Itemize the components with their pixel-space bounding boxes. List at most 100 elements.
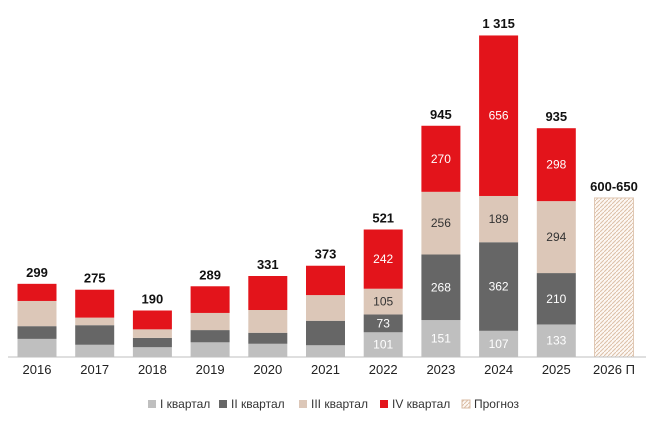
bar-2021-series-3 bbox=[306, 265, 345, 296]
legend-label-0: I квартал bbox=[160, 397, 210, 411]
x-tick-label-2025: 2025 bbox=[542, 362, 571, 377]
legend-label-2: III квартал bbox=[311, 397, 368, 411]
bar-2017-series-0 bbox=[75, 344, 115, 357]
bar-2021-series-2 bbox=[306, 295, 345, 321]
segment-label-2025-series-2: 294 bbox=[546, 230, 566, 244]
bar-2020-series-0 bbox=[248, 343, 288, 357]
bar-2019-series-3 bbox=[190, 286, 230, 313]
bar-2023-series-3 bbox=[421, 125, 461, 192]
bar-2023-series-2 bbox=[421, 191, 461, 255]
bar-2016-series-0 bbox=[17, 338, 57, 357]
bar-2020-series-2 bbox=[248, 310, 288, 333]
bar-2020-series-1 bbox=[248, 332, 288, 344]
segment-label-2025-series-0: 133 bbox=[546, 334, 566, 348]
segment-label-2022-series-1: 73 bbox=[377, 316, 391, 330]
bar-2018-series-1 bbox=[132, 337, 172, 348]
bar-2019-series-0 bbox=[190, 342, 230, 357]
segment-label-2024-series-0: 107 bbox=[489, 337, 509, 351]
legend-swatch-1 bbox=[219, 400, 227, 408]
bar-2019-series-2 bbox=[190, 312, 230, 331]
bar-2025-series-1 bbox=[536, 273, 576, 325]
total-label-2025: 935 bbox=[545, 109, 567, 124]
total-label-2020: 331 bbox=[257, 257, 279, 272]
legend-label-4: Прогноз bbox=[474, 397, 520, 411]
x-tick-label-2023: 2023 bbox=[426, 362, 455, 377]
bar-2017-series-1 bbox=[75, 325, 115, 345]
x-tick-label-2017: 2017 bbox=[80, 362, 109, 377]
bar-2025-series-2 bbox=[536, 201, 576, 274]
legend-item-3: IV квартал bbox=[380, 397, 450, 411]
x-tick-label-2016: 2016 bbox=[23, 362, 52, 377]
legend-swatch-4 bbox=[461, 399, 471, 409]
segment-label-2024-series-2: 189 bbox=[489, 212, 509, 226]
total-label-2021: 373 bbox=[315, 247, 337, 262]
x-tick-label-2021: 2021 bbox=[311, 362, 340, 377]
bar-2017-series-3 bbox=[75, 289, 115, 318]
legend-label-3: IV квартал bbox=[392, 397, 450, 411]
bar-2026-п-series-4 bbox=[594, 197, 634, 358]
x-tick-label-2022: 2022 bbox=[369, 362, 398, 377]
bar-2023-series-1 bbox=[421, 254, 461, 321]
total-label-2016: 299 bbox=[26, 265, 48, 280]
legend: I квартал II квартал III квартал IV квартал… bbox=[148, 397, 520, 411]
labels-layer: 299 275 190 289 331 373 101 73 105 242 521 151 268 25… bbox=[26, 16, 638, 351]
x-tick-label-2018: 2018 bbox=[138, 362, 167, 377]
legend-swatch-2 bbox=[299, 400, 307, 408]
segment-label-2023-series-1: 268 bbox=[431, 280, 451, 294]
x-axis-ticks: 2016 2017 2018 2019 2020 2021 2022 2023 2024 2025… bbox=[23, 362, 635, 377]
segment-label-2025-series-3: 298 bbox=[546, 158, 566, 172]
segment-label-2024-series-3: 656 bbox=[489, 109, 509, 123]
bar-2021-series-0 bbox=[306, 345, 345, 357]
segment-label-2023-series-2: 256 bbox=[431, 216, 451, 230]
total-label-2019: 289 bbox=[199, 267, 221, 282]
total-label-2022: 521 bbox=[372, 211, 394, 226]
total-label-2023: 945 bbox=[430, 107, 452, 122]
x-tick-label-2026-п: 2026 П bbox=[593, 362, 635, 377]
legend-item-0: I квартал bbox=[148, 397, 210, 411]
legend-label-1: II квартал bbox=[231, 397, 285, 411]
bar-2024-series-1 bbox=[479, 242, 519, 331]
segment-label-2022-series-0: 101 bbox=[373, 338, 393, 352]
x-tick-label-2019: 2019 bbox=[196, 362, 225, 377]
total-label-2017: 275 bbox=[84, 271, 106, 286]
legend-item-1: II квартал bbox=[219, 397, 285, 411]
bar-2017-series-2 bbox=[75, 317, 115, 326]
bar-2018-series-3 bbox=[132, 310, 172, 330]
total-label-2026-п: 600-650 bbox=[590, 179, 638, 194]
segment-label-2022-series-3: 242 bbox=[373, 252, 393, 266]
bar-2024-series-2 bbox=[479, 195, 519, 243]
legend-item-2: III квартал bbox=[299, 397, 368, 411]
bar-2016-series-3 bbox=[17, 283, 57, 301]
segment-label-2025-series-1: 210 bbox=[546, 292, 566, 306]
segment-label-2024-series-1: 362 bbox=[489, 280, 509, 294]
bar-2025-series-0 bbox=[536, 324, 576, 357]
total-label-2024: 1 315 bbox=[482, 16, 515, 31]
bar-2022-series-0 bbox=[363, 332, 403, 357]
legend-swatch-0 bbox=[148, 400, 156, 408]
bar-2023-series-0 bbox=[421, 320, 461, 357]
bar-2018-series-2 bbox=[132, 329, 172, 338]
bar-2022-series-3 bbox=[363, 229, 403, 289]
bar-2018-series-0 bbox=[132, 347, 172, 357]
bar-2024-series-3 bbox=[479, 35, 519, 196]
legend-item-4: Прогноз bbox=[461, 397, 520, 411]
bar-2021-series-1 bbox=[306, 320, 345, 346]
bars-layer bbox=[17, 35, 634, 358]
bar-2022-series-2 bbox=[363, 288, 403, 315]
total-label-2018: 190 bbox=[142, 292, 164, 307]
bar-2016-series-2 bbox=[17, 300, 57, 327]
segment-label-2022-series-2: 105 bbox=[373, 295, 393, 309]
bar-2016-series-1 bbox=[17, 326, 57, 339]
x-tick-label-2024: 2024 bbox=[484, 362, 513, 377]
segment-label-2023-series-3: 270 bbox=[431, 152, 451, 166]
bar-2019-series-1 bbox=[190, 330, 230, 343]
legend-swatch-3 bbox=[380, 400, 388, 408]
bar-2025-series-3 bbox=[536, 128, 576, 202]
bar-2020-series-3 bbox=[248, 276, 288, 311]
bar-2022-series-1 bbox=[363, 314, 403, 333]
bar-2024-series-0 bbox=[479, 330, 519, 357]
segment-label-2023-series-0: 151 bbox=[431, 332, 451, 346]
x-tick-label-2020: 2020 bbox=[253, 362, 282, 377]
